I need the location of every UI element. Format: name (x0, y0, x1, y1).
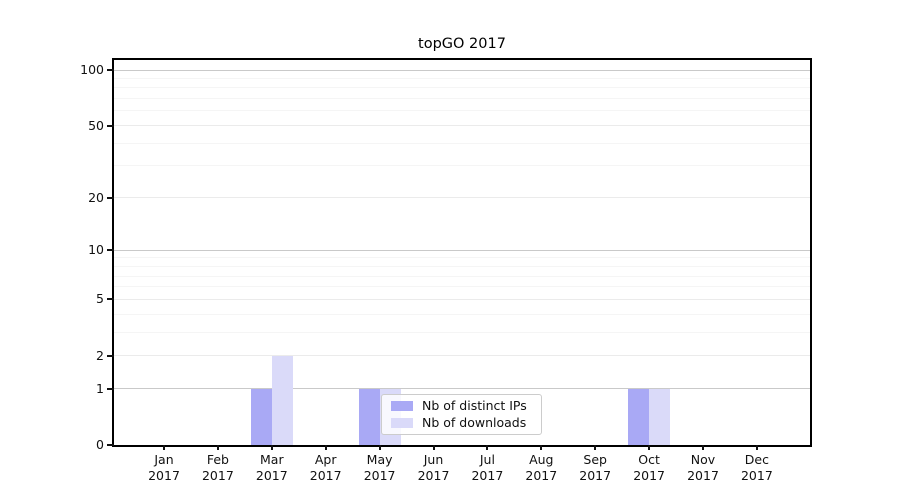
x-axis-tick (486, 445, 489, 450)
y-axis-tick-label: 0 (96, 437, 104, 452)
x-axis-tick-label: Jan 2017 (132, 452, 196, 484)
x-axis-month: Jan (154, 452, 174, 467)
minor-gridline (114, 142, 810, 144)
x-axis-year: 2017 (740, 468, 773, 483)
minor-gridline (114, 265, 810, 267)
minor-gridline (114, 87, 810, 89)
x-axis-month: May (366, 452, 393, 467)
x-axis-month: Aug (529, 452, 554, 467)
x-axis-month: Dec (744, 452, 769, 467)
major-gridline (114, 69, 810, 71)
minor-gridline (114, 110, 810, 112)
x-axis-year: 2017 (148, 468, 180, 483)
x-axis-tick-label: Sep 2017 (563, 452, 627, 484)
x-axis-tick-label: Jul 2017 (455, 452, 519, 484)
x-axis-tick (378, 445, 381, 450)
minor-gridline (114, 275, 810, 277)
minor-gridline (114, 313, 810, 315)
x-axis-year: 2017 (471, 468, 504, 483)
x-axis-tick-label: Aug 2017 (509, 452, 573, 484)
x-axis-month: Feb (206, 452, 229, 467)
bar-nb-of-distinct-ips-mar (250, 388, 272, 445)
y-axis-tick-label: 50 (88, 117, 104, 133)
x-axis-tick-label: Apr 2017 (294, 452, 358, 484)
x-axis-tick-label: Dec 2017 (725, 452, 789, 484)
plot-area (114, 60, 810, 445)
y-axis-tick-label: 100 (80, 62, 104, 77)
legend-swatch-distinct-ips (391, 401, 413, 411)
bar-nb-of-distinct-ips-oct (628, 388, 650, 445)
x-axis-month: Apr (314, 452, 337, 467)
major-gridline (114, 388, 810, 390)
x-axis-year: 2017 (255, 468, 288, 483)
legend: Nb of distinct IPs Nb of downloads (381, 394, 542, 435)
y-axis-tick-label: 10 (88, 242, 104, 258)
x-axis-year: 2017 (579, 468, 612, 483)
x-axis-tick (324, 445, 327, 450)
x-axis-tick (163, 445, 165, 450)
x-axis-tick (216, 445, 219, 450)
x-axis-month: Sep (583, 452, 607, 467)
x-axis-tick (755, 445, 758, 450)
y-axis-tick (107, 124, 114, 127)
x-axis-month: Jul (479, 452, 495, 467)
chart-title: topGO 2017 (418, 36, 506, 52)
y-axis-tick (107, 354, 114, 357)
y-axis-tick-label: 2 (96, 347, 104, 363)
x-axis-year: 2017 (633, 468, 665, 483)
x-axis-tick (702, 445, 704, 450)
y-axis-tick-label: 1 (96, 380, 104, 396)
x-axis-tick-label: Mar 2017 (240, 452, 304, 484)
x-axis-tick-label: Jun 2017 (402, 452, 466, 484)
y-axis-tick (107, 249, 114, 252)
legend-label-distinct-ips: Nb of distinct IPs (422, 398, 527, 413)
minor-gridline (114, 165, 810, 167)
y-axis-tick (107, 387, 114, 390)
x-axis-tick-label: Nov 2017 (671, 452, 735, 484)
x-axis-year: 2017 (525, 468, 558, 483)
legend-swatch-downloads (391, 418, 413, 428)
minor-gridline (114, 257, 810, 259)
y-axis-tick (107, 298, 114, 301)
legend-item-downloads: Nb of downloads (391, 416, 541, 430)
major-gridline (114, 298, 810, 300)
legend-item-distinct-ips: Nb of distinct IPs (391, 399, 541, 413)
x-axis-tick (648, 445, 651, 450)
x-axis-tick (594, 445, 597, 450)
major-gridline (114, 249, 810, 251)
x-axis-month: Nov (690, 452, 716, 467)
y-axis-tick-label: 20 (88, 189, 104, 205)
y-axis-tick-label: 5 (96, 291, 104, 307)
minor-gridline (114, 98, 810, 100)
x-axis-tick-label: Feb 2017 (186, 452, 250, 484)
bar-nb-of-downloads-oct (649, 388, 671, 445)
bar-nb-of-distinct-ips-may (358, 388, 380, 445)
major-gridline (114, 355, 810, 357)
x-axis-tick (270, 445, 273, 450)
x-axis-month: Mar (260, 452, 284, 467)
bar-nb-of-downloads-mar (271, 355, 293, 445)
x-axis-tick-label: May 2017 (348, 452, 412, 484)
y-axis-tick (107, 196, 114, 199)
x-axis-year: 2017 (417, 468, 450, 483)
major-gridline (114, 197, 810, 199)
x-axis-month: Oct (638, 452, 660, 467)
y-axis-tick (107, 69, 114, 71)
y-axis-tick (107, 444, 114, 446)
x-axis-tick (540, 445, 543, 450)
x-axis-year: 2017 (363, 468, 396, 483)
minor-gridline (114, 331, 810, 333)
minor-gridline (114, 77, 810, 79)
x-axis-year: 2017 (201, 468, 234, 483)
x-axis-year: 2017 (309, 468, 342, 483)
major-gridline (114, 125, 810, 127)
x-axis-tick (432, 445, 435, 450)
x-axis-year: 2017 (687, 468, 719, 483)
legend-label-downloads: Nb of downloads (422, 415, 527, 430)
minor-gridline (114, 286, 810, 288)
x-axis-month: Jun (423, 452, 444, 467)
x-axis-tick-label: Oct 2017 (617, 452, 681, 484)
